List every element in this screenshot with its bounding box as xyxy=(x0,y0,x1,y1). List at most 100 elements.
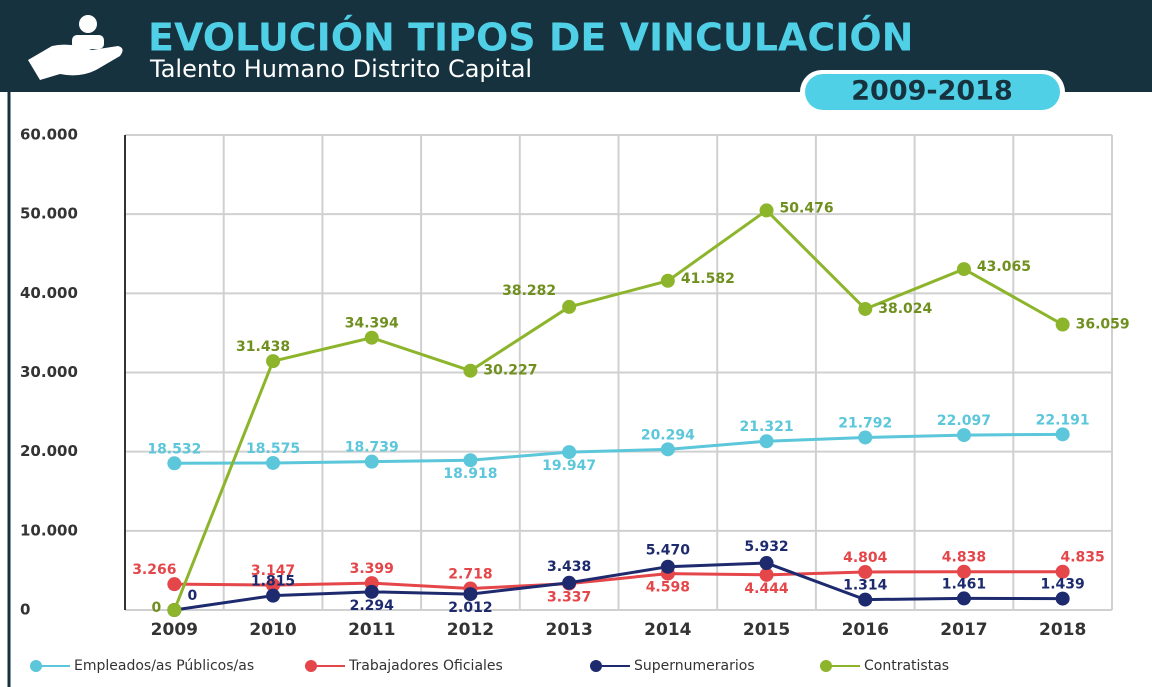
x-tick-label: 2013 xyxy=(545,620,592,640)
chart-title: EVOLUCIÓN TIPOS DE VINCULACIÓN xyxy=(148,16,913,60)
x-tick-label: 2009 xyxy=(151,620,198,640)
x-tick-label: 2014 xyxy=(644,620,691,640)
data-label: 38.282 xyxy=(502,283,556,299)
data-point xyxy=(562,445,577,460)
data-label: 2.012 xyxy=(448,600,492,616)
data-point xyxy=(167,603,182,617)
data-point xyxy=(759,434,774,449)
data-label: 38.024 xyxy=(878,301,932,317)
data-label: 3.147 xyxy=(251,563,295,579)
data-label: 41.582 xyxy=(681,271,735,287)
data-label: 2.718 xyxy=(448,566,492,582)
legend-label: Empleados/as Públicos/as xyxy=(74,658,254,674)
data-label: 1.461 xyxy=(942,576,986,592)
data-label: 18.532 xyxy=(147,441,201,457)
data-label: 3.438 xyxy=(547,559,591,575)
data-label: 18.918 xyxy=(443,466,497,482)
data-label: 4.838 xyxy=(942,550,986,566)
data-label: 0 xyxy=(151,600,161,616)
data-label: 20.294 xyxy=(641,427,695,443)
data-label: 4.804 xyxy=(843,550,888,566)
data-label: 50.476 xyxy=(780,200,834,216)
data-label: 0 xyxy=(187,588,197,604)
legend-marker xyxy=(820,660,832,672)
data-point xyxy=(562,299,577,314)
data-label: 1.439 xyxy=(1041,577,1085,593)
y-tick-label: 10.000 xyxy=(20,521,78,539)
data-point xyxy=(266,354,281,369)
data-label: 5.470 xyxy=(646,543,691,559)
data-point xyxy=(463,587,478,602)
data-label: 1.815 xyxy=(251,574,295,590)
data-point xyxy=(167,456,182,471)
data-point xyxy=(1055,564,1070,579)
data-point xyxy=(759,567,774,582)
data-point xyxy=(660,442,675,457)
period-label: 2009-2018 xyxy=(851,76,1013,107)
data-label: 19.947 xyxy=(542,458,596,474)
data-label: 3.266 xyxy=(132,562,176,578)
data-point xyxy=(759,203,774,218)
data-point xyxy=(759,556,774,571)
data-point xyxy=(364,330,379,345)
data-label: 1.314 xyxy=(843,578,888,594)
data-label: 22.097 xyxy=(937,413,991,429)
data-point xyxy=(1055,427,1070,442)
header-icon xyxy=(28,15,123,80)
data-point xyxy=(858,592,873,607)
data-point xyxy=(956,262,971,277)
data-point xyxy=(858,430,873,445)
series-line xyxy=(174,561,1063,612)
data-point xyxy=(1055,591,1070,606)
series-line xyxy=(174,570,1063,590)
data-label: 43.065 xyxy=(977,259,1031,275)
data-point xyxy=(660,273,675,288)
x-tick-label: 2017 xyxy=(940,620,987,640)
data-label: 18.739 xyxy=(345,440,399,456)
data-point xyxy=(660,559,675,574)
data-point xyxy=(266,578,281,593)
data-point xyxy=(858,564,873,579)
data-point xyxy=(266,455,281,470)
data-point xyxy=(1055,317,1070,332)
data-point xyxy=(956,564,971,579)
data-label: 3.399 xyxy=(350,561,394,577)
data-point xyxy=(364,584,379,599)
data-point xyxy=(562,575,577,590)
y-tick-label: 20.000 xyxy=(20,442,78,460)
data-point xyxy=(858,301,873,316)
data-label: 31.438 xyxy=(236,339,290,355)
legend-label: Contratistas xyxy=(864,658,949,674)
y-tick-label: 40.000 xyxy=(20,284,78,302)
period-pill xyxy=(805,74,1060,110)
data-label: 22.191 xyxy=(1036,412,1090,428)
legend-marker xyxy=(30,660,42,672)
data-label: 4.444 xyxy=(744,581,789,597)
data-point xyxy=(167,577,182,592)
series-line xyxy=(172,208,1064,611)
data-label: 30.227 xyxy=(483,363,537,379)
data-label: 3.337 xyxy=(547,590,591,606)
x-tick-label: 2016 xyxy=(842,620,889,640)
data-point xyxy=(463,363,478,378)
data-label: 5.932 xyxy=(744,539,788,555)
legend-label: Supernumerarios xyxy=(634,658,755,674)
data-label: 36.059 xyxy=(1076,317,1130,333)
data-label: 21.321 xyxy=(740,419,794,435)
data-label: 4.598 xyxy=(646,580,690,596)
data-label: 4.835 xyxy=(1061,550,1105,566)
data-point xyxy=(956,428,971,443)
legend-marker xyxy=(305,660,317,672)
data-point xyxy=(463,453,478,468)
x-tick-label: 2010 xyxy=(249,620,296,640)
y-tick-label: 60.000 xyxy=(20,126,78,144)
y-tick-label: 30.000 xyxy=(20,363,78,381)
y-tick-label: 0 xyxy=(20,601,30,619)
chart-subtitle: Talento Humano Distrito Capital xyxy=(149,55,532,83)
x-tick-label: 2012 xyxy=(447,620,494,640)
x-tick-label: 2011 xyxy=(348,620,395,640)
data-point xyxy=(956,591,971,606)
legend-marker xyxy=(590,660,602,672)
data-label: 21.792 xyxy=(838,415,892,431)
